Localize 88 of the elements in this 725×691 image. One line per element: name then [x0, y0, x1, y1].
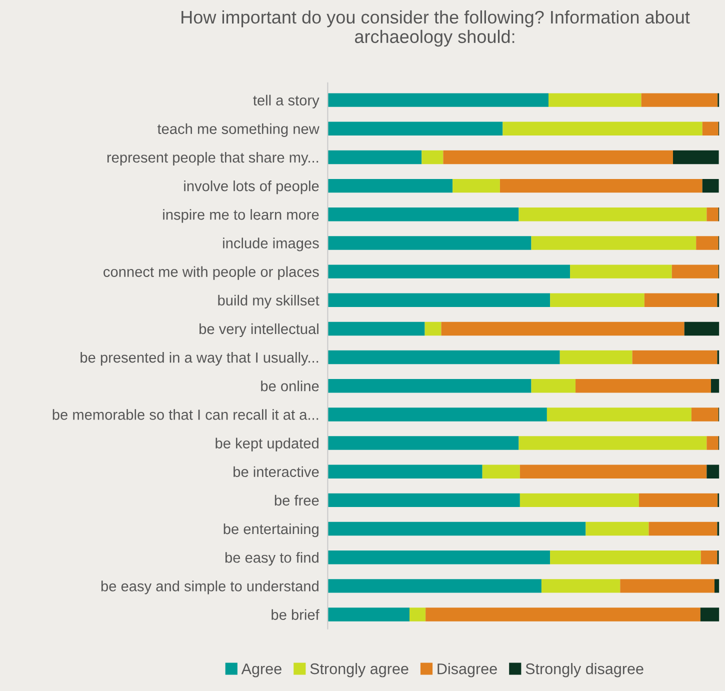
bar — [518, 208, 707, 222]
bar — [700, 608, 720, 622]
bar — [644, 293, 718, 307]
bar — [673, 150, 719, 164]
bar — [684, 322, 720, 336]
bar — [328, 436, 519, 450]
y-tick-label: inspire me to learn more — [163, 209, 319, 223]
y-tick-label: teach me something new — [157, 123, 320, 137]
y-tick-label: be entertaining — [224, 523, 318, 538]
bar — [638, 493, 718, 508]
y-tick-label: be very intellectual — [200, 323, 318, 338]
bar — [696, 236, 718, 250]
bar — [328, 208, 519, 222]
bar — [706, 464, 720, 478]
legend-label: Agree — [241, 664, 282, 678]
bar — [502, 122, 702, 136]
y-tick-label: tell a story — [253, 94, 320, 108]
bar — [328, 493, 520, 508]
bar — [702, 178, 719, 193]
bar — [328, 379, 532, 393]
y-tick-label: be interactive — [234, 466, 319, 478]
bar — [546, 408, 692, 422]
y-tick-label: be easy and simple to understand — [101, 580, 318, 594]
legend-label: Disagree — [438, 663, 497, 678]
y-tick-label: be free — [274, 494, 319, 506]
y-tick-label: be easy to find — [225, 552, 318, 566]
y-tick-label: be kept updated — [216, 438, 318, 452]
bar — [328, 93, 549, 107]
bar — [500, 178, 702, 193]
chart-title: How important do you consider the following? Information about archaeology should: — [182, 10, 690, 47]
bar — [706, 208, 718, 222]
bar — [710, 379, 720, 393]
bar — [570, 264, 672, 278]
bar — [620, 579, 714, 593]
bar — [328, 608, 410, 622]
bar — [328, 464, 482, 478]
bar — [672, 264, 718, 278]
bar — [328, 350, 560, 364]
bar — [560, 350, 632, 364]
bar — [422, 150, 444, 164]
bar — [328, 293, 550, 307]
bar — [706, 436, 718, 450]
bar — [550, 293, 644, 307]
bar — [482, 464, 520, 478]
bar — [328, 178, 453, 193]
bar — [531, 379, 576, 393]
y-tick-label: represent people that share my... — [107, 152, 318, 166]
y-tick-label: build my skillset — [218, 294, 320, 308]
y-tick-label: be presented in a way that I usually... — [80, 352, 318, 366]
bar — [520, 493, 639, 508]
y-tick-label: include images — [223, 238, 319, 252]
y-tick-label: involve lots of people — [184, 180, 319, 194]
bar — [328, 579, 542, 593]
bar — [410, 608, 426, 622]
bar — [328, 236, 532, 250]
bar — [518, 436, 707, 450]
bar — [702, 122, 718, 136]
bar — [700, 550, 718, 564]
bar — [548, 93, 642, 107]
bar — [328, 550, 550, 564]
bar — [714, 579, 720, 593]
bar — [424, 322, 442, 336]
bar — [641, 93, 718, 107]
bar — [632, 350, 718, 364]
y-tick-label: connect me with people or places — [104, 266, 319, 280]
legend-label: Strongly agree — [310, 663, 408, 678]
bar — [648, 522, 718, 536]
bar — [586, 522, 649, 536]
y-tick-label: be brief — [272, 609, 320, 620]
bar — [328, 408, 547, 422]
bar — [426, 608, 700, 622]
bar — [328, 322, 425, 336]
y-tick-label: be online — [261, 380, 319, 392]
bar — [691, 408, 718, 422]
bar — [441, 322, 684, 336]
bar — [328, 522, 586, 536]
bar — [541, 579, 620, 593]
y-tick-label: be memorable so that I can recall it at a... — [52, 409, 318, 420]
bar — [531, 236, 696, 250]
bar — [452, 178, 500, 193]
bar — [520, 464, 707, 478]
legend-label: Strongly disagree — [526, 663, 644, 678]
bar — [328, 150, 422, 164]
bar — [576, 379, 711, 393]
bar — [328, 264, 570, 278]
bar — [443, 150, 674, 164]
bar — [550, 550, 701, 564]
bar — [328, 122, 503, 136]
